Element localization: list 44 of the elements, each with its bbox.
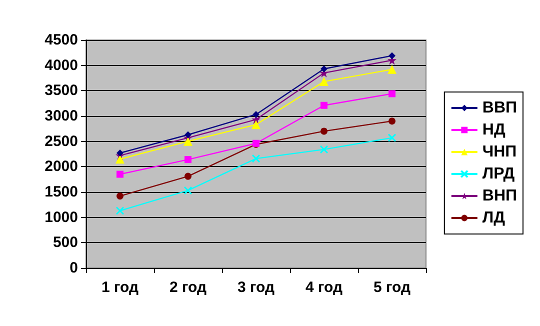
point bbox=[388, 64, 396, 74]
point bbox=[116, 206, 124, 215]
y-tick-label: 3500 bbox=[44, 82, 78, 100]
point bbox=[252, 154, 260, 163]
x-tick-label: 2 год bbox=[169, 279, 207, 296]
point bbox=[116, 149, 124, 156]
x-tick-label: 5 год bbox=[373, 279, 411, 296]
y-tick-label: 2000 bbox=[44, 158, 78, 176]
point bbox=[252, 120, 260, 130]
point bbox=[184, 172, 192, 180]
x-tick-label: 4 год bbox=[305, 279, 343, 296]
y-tick-label: 1000 bbox=[44, 208, 78, 226]
point bbox=[116, 192, 124, 200]
x-tick-label: 3 год bbox=[237, 279, 275, 296]
point bbox=[320, 65, 328, 72]
legend-label: ВВП bbox=[482, 100, 517, 116]
point bbox=[388, 118, 396, 125]
point bbox=[320, 102, 328, 109]
legend-label: НД bbox=[482, 122, 506, 138]
legend-label: ВНП bbox=[482, 188, 517, 204]
point bbox=[388, 134, 396, 142]
point bbox=[320, 145, 328, 154]
point bbox=[184, 136, 192, 146]
point bbox=[388, 90, 396, 98]
point bbox=[184, 131, 192, 138]
legend-label: ЧНП bbox=[482, 144, 517, 160]
y-tick-label: 3000 bbox=[44, 108, 78, 124]
point bbox=[320, 77, 328, 86]
y-tick-label: 4000 bbox=[44, 56, 78, 74]
point bbox=[184, 186, 192, 195]
point bbox=[388, 52, 396, 60]
legend-label: ЛРД bbox=[482, 166, 516, 182]
point bbox=[184, 156, 192, 164]
x-tick-label: 1 год bbox=[101, 279, 139, 296]
y-tick-label: 500 bbox=[52, 234, 78, 252]
point bbox=[320, 128, 328, 135]
y-tick-label: 0 bbox=[70, 260, 78, 276]
y-tick-label: 4500 bbox=[44, 32, 78, 48]
legend-label: ЛД bbox=[482, 210, 506, 226]
y-tick-label: 2500 bbox=[44, 132, 78, 150]
point bbox=[116, 154, 124, 164]
point bbox=[116, 170, 124, 178]
y-tick-label: 1500 bbox=[44, 184, 78, 200]
point bbox=[252, 110, 260, 118]
